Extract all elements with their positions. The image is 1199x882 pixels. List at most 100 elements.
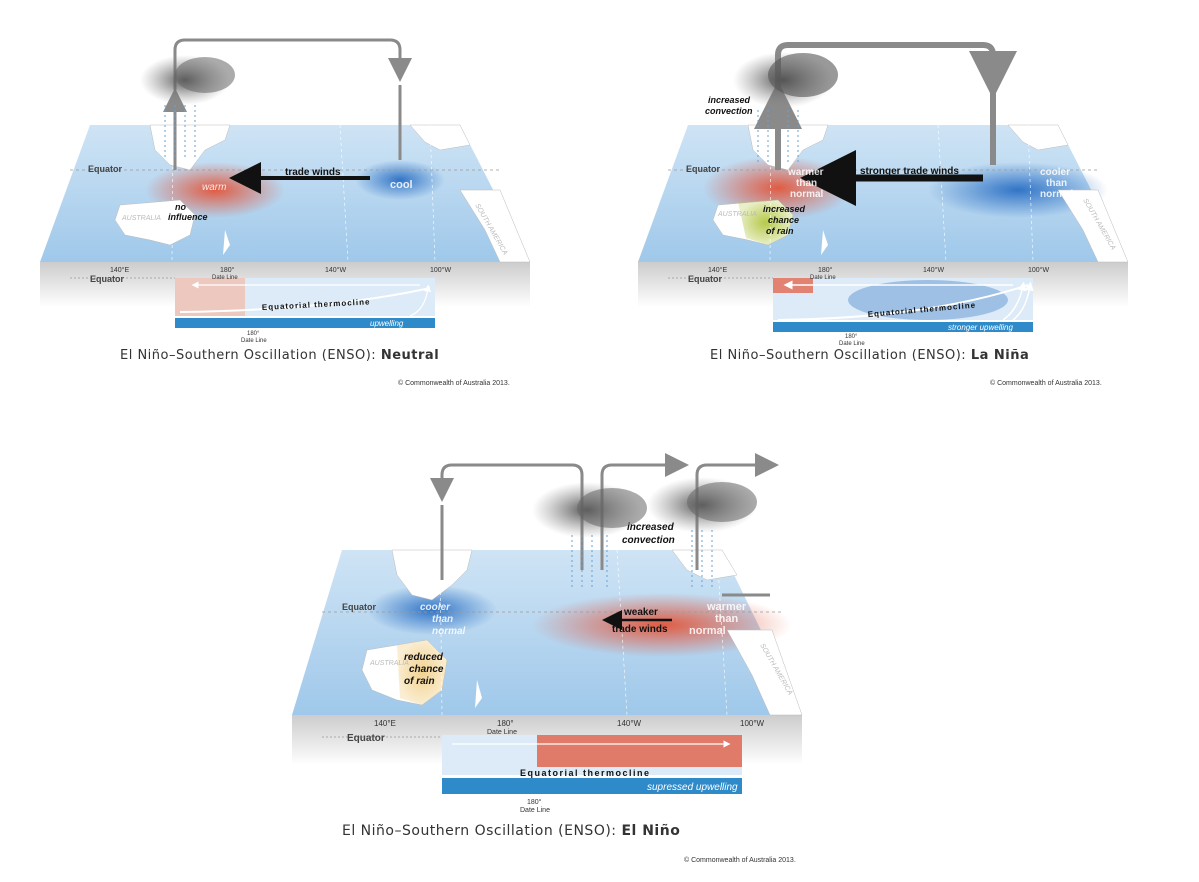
section-date-line-label: Date Line: [520, 807, 550, 814]
north-america-landmass: [409, 124, 471, 151]
trade-winds-label-1: weaker: [623, 607, 658, 618]
rain-icon: [164, 105, 196, 160]
rain-label-3: of rain: [404, 676, 435, 687]
equator-label: Equator: [686, 164, 720, 174]
upwelling-band: [175, 318, 435, 328]
cool-label: cool: [390, 179, 413, 191]
panel-el-nino: Equator increased convection cooler than…: [282, 450, 803, 870]
caption-phase: Neutral: [380, 348, 440, 363]
convection-label-2: convection: [622, 535, 675, 546]
equator-label: Equator: [88, 164, 122, 174]
caption: El Niño–Southern Oscillation (ENSO): Neu…: [120, 348, 439, 363]
south-america-landmass: [1057, 189, 1129, 263]
caption-prefix: El Niño–Southern Oscillation (ENSO):: [710, 348, 967, 363]
warmer-label-1: warmer: [706, 601, 747, 613]
caption: El Niño–Southern Oscillation (ENSO): La …: [710, 348, 1029, 363]
lon-140e: 140°E: [110, 266, 129, 274]
grid-line-180: [171, 124, 174, 263]
new-zealand-landmass: [223, 230, 230, 255]
walker-circulation-arrow-east-2: [695, 453, 779, 570]
lon-100w: 100°W: [1028, 266, 1049, 274]
warmer-label-3: normal: [689, 625, 726, 637]
cooler-label-1: cooler: [1040, 167, 1070, 178]
lon-140w: 140°W: [923, 266, 944, 274]
panel-la-nina: Equator increased convection warmer than…: [628, 30, 1148, 400]
rain-label-1: reduced: [404, 652, 444, 663]
walker-circulation-arrow-east-1: [600, 453, 689, 570]
warmer-label-2: than: [796, 178, 817, 189]
convection-label-1: increased: [708, 95, 751, 105]
section-180-label: 180°: [247, 331, 260, 337]
no-influence-label-2: influence: [168, 212, 208, 222]
la-nina-diagram: Equator increased convection warmer than…: [638, 42, 1129, 347]
warmer-label-1: warmer: [787, 167, 824, 178]
australia-label: AUSTRALIA: [369, 660, 409, 667]
warmer-label-3: normal: [790, 189, 824, 200]
australia-landmass: [114, 199, 196, 246]
upwelling-arrow: [409, 284, 432, 317]
thermocline-line: [179, 287, 431, 313]
dry-zone: [397, 640, 447, 705]
new-zealand-landmass: [821, 230, 828, 255]
cooler-label-3: normal: [1040, 189, 1074, 200]
upwelling-label: stronger upwelling: [948, 323, 1013, 332]
cooler-label-2: than: [432, 614, 453, 625]
caption-prefix: El Niño–Southern Oscillation (ENSO):: [120, 348, 377, 363]
trade-winds-label-2: trade winds: [612, 624, 668, 635]
grid-line-140w: [339, 124, 349, 263]
upwelling-label: supressed upwelling: [647, 782, 738, 793]
lon-100w: 100°W: [430, 266, 451, 274]
upwelling-arrow: [1002, 281, 1027, 321]
panel-neutral: Equator warm cool trade winds no influen…: [30, 30, 550, 400]
neutral-diagram: Equator warm cool trade winds no influen…: [40, 38, 531, 344]
australia-label: AUSTRALIA: [717, 211, 757, 218]
el-nino-diagram: Equator increased convection cooler than…: [292, 453, 803, 814]
north-america-landmass: [671, 549, 738, 581]
lon-140e: 140°E: [708, 266, 727, 274]
walker-circulation-arrow-west: [430, 463, 584, 570]
south-america-landmass: [726, 629, 803, 716]
lon-date-line: Date Line: [810, 275, 836, 281]
copyright: © Commonwealth of Australia 2013.: [990, 380, 1102, 387]
section-date-line-label: Date Line: [241, 338, 267, 344]
lon-180: 180°: [497, 719, 514, 728]
section-cool: [848, 280, 1008, 320]
rain-icon: [757, 110, 799, 165]
upwelling-band: [773, 322, 1033, 332]
section-date-line-label: Date Line: [839, 341, 865, 347]
walker-circulation-arrow: [775, 42, 1017, 99]
convection-label-2: convection: [705, 106, 753, 116]
lon-100w: 100°W: [740, 719, 765, 728]
caption: El Niño–Southern Oscillation (ENSO): El …: [342, 823, 680, 839]
south-america-landmass: [459, 189, 531, 263]
warm-pool: [532, 593, 792, 657]
cooler-label-1: cooler: [420, 602, 451, 613]
upwelling-band: [442, 778, 742, 794]
cooler-label-2: than: [1046, 178, 1067, 189]
cloud-puff: [175, 57, 235, 93]
lon-180: 180°: [818, 266, 833, 274]
section-equator-label: Equator: [90, 274, 124, 284]
caption-phase: La Niña: [970, 348, 1030, 363]
asia-landmass: [149, 124, 231, 171]
cloud-puff: [768, 53, 838, 97]
grid-line-180: [769, 124, 772, 263]
convection-label-1: increased: [627, 522, 675, 533]
north-america-landmass: [1007, 124, 1069, 151]
rain-label-1: increased: [763, 204, 806, 214]
lon-140e: 140°E: [374, 719, 396, 728]
walker-circulation-arrow: [173, 38, 412, 90]
upwelling-label: upwelling: [370, 319, 404, 328]
section-warm: [537, 735, 742, 767]
trade-winds-label: trade winds: [285, 167, 341, 178]
thermocline-label: Equatorial thermocline: [520, 768, 651, 778]
copyright: © Commonwealth of Australia 2013.: [684, 857, 796, 864]
upwelling-arrow-2: [1012, 281, 1034, 321]
rain-icon: [571, 530, 713, 590]
cool-pool: [367, 585, 497, 635]
caption-prefix: El Niño–Southern Oscillation (ENSO):: [342, 823, 617, 839]
section-180-label: 180°: [527, 798, 542, 806]
trade-winds-label: stronger trade winds: [860, 166, 959, 177]
lon-180: 180°: [220, 266, 235, 274]
thermocline-line: [777, 284, 1029, 321]
